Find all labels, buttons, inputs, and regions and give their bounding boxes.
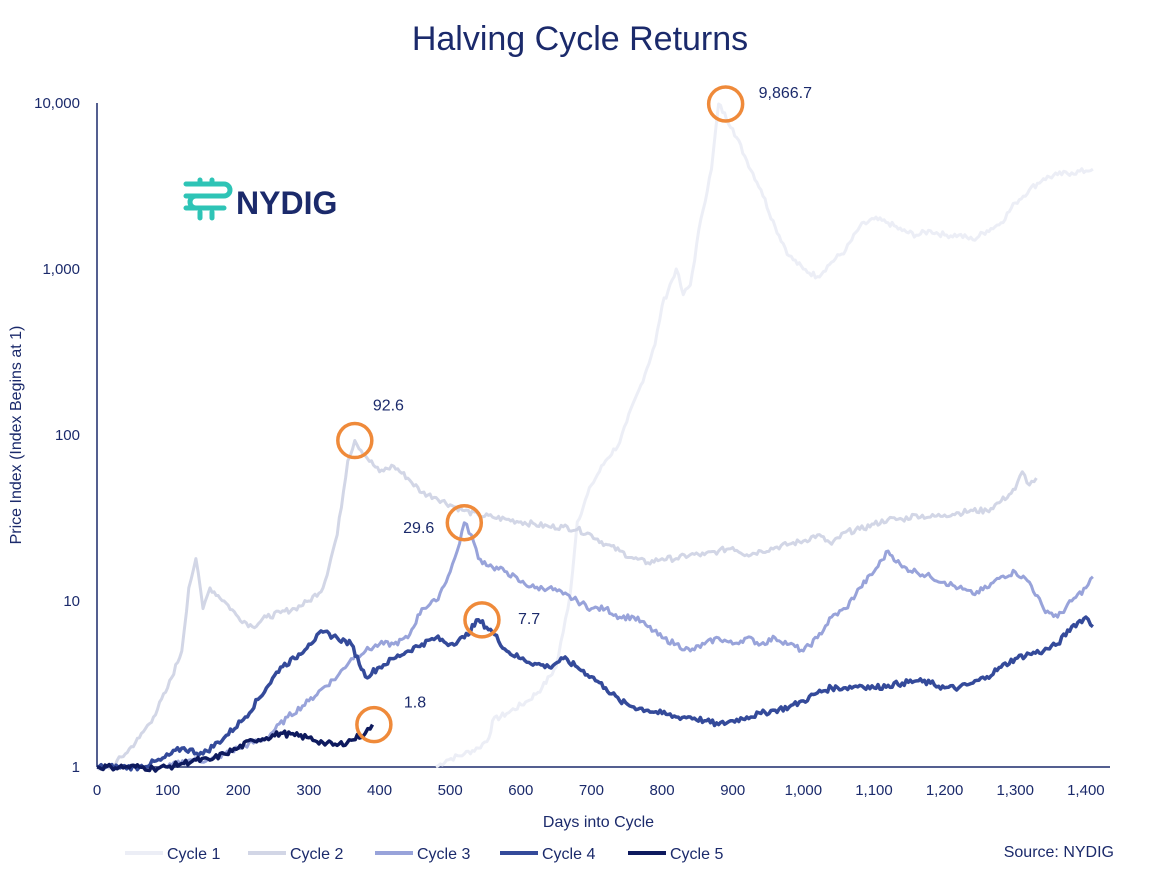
- x-tick-label: 0: [93, 782, 101, 799]
- x-tick-label: 600: [508, 782, 533, 799]
- legend: Cycle 1 Cycle 2 Cycle 3 Cycle 4 Cycle 5: [125, 846, 723, 863]
- x-tick-label: 500: [438, 782, 463, 799]
- x-tick-label: 300: [296, 782, 321, 799]
- logo-text: NYDIG: [236, 185, 337, 221]
- series-line-3: [166, 521, 1094, 768]
- x-tick-label: 900: [720, 782, 745, 799]
- annotation-label: 9,866.7: [759, 85, 812, 102]
- chart-title: Halving Cycle Returns: [412, 20, 748, 58]
- annotation-layer: 9,866.7 92.6 29.6 7.7 1.8: [336, 85, 812, 744]
- axes: 0 100 200 300 400 500 600 700 800 900 1,000 1,100 1,…: [8, 95, 1110, 831]
- annotation-label: 7.7: [518, 611, 540, 628]
- legend-label: Cycle 3: [417, 846, 470, 863]
- annotation-marker: [336, 421, 374, 460]
- x-axis-label: Days into Cycle: [543, 814, 654, 831]
- series-layer: [95, 102, 1094, 773]
- annotation-label: 92.6: [373, 398, 404, 415]
- legend-label: Cycle 5: [670, 846, 723, 863]
- y-tick-label: 10,000: [34, 95, 80, 112]
- y-tick-label: 1: [72, 759, 80, 776]
- x-tick-label: 700: [579, 782, 604, 799]
- series-line-2: [95, 439, 1038, 771]
- logo-icon: [183, 177, 233, 221]
- x-tick-label: 1,100: [855, 782, 893, 799]
- legend-label: Cycle 4: [542, 846, 595, 863]
- series-line-5: [96, 723, 375, 773]
- x-tick-label: 1,200: [926, 782, 964, 799]
- x-tick-label: 400: [367, 782, 392, 799]
- x-tick-label: 200: [226, 782, 251, 799]
- annotation-marker: [355, 705, 393, 744]
- series-line-4: [96, 615, 1094, 772]
- x-tick-label: 1,300: [996, 782, 1034, 799]
- x-tick-label: 100: [155, 782, 180, 799]
- source-note: Source: NYDIG: [1004, 844, 1114, 861]
- x-tick-label: 1,000: [785, 782, 823, 799]
- annotation-label: 1.8: [404, 695, 426, 712]
- series-line-1: [435, 102, 1094, 769]
- annotation-marker: [463, 601, 501, 639]
- annotation-label: 29.6: [403, 520, 434, 537]
- annotation-marker: [445, 504, 484, 542]
- y-tick-label: 100: [55, 427, 80, 444]
- y-tick-label: 10: [63, 593, 80, 610]
- y-tick-label: 1,000: [42, 261, 80, 278]
- legend-label: Cycle 2: [290, 846, 343, 863]
- y-axis-label: Price Index (Index Begins at 1): [8, 326, 25, 545]
- x-tick-label: 800: [650, 782, 675, 799]
- x-tick-label: 1,400: [1067, 782, 1105, 799]
- nydig-logo: NYDIG: [183, 177, 337, 221]
- annotation-marker: [706, 85, 745, 123]
- legend-label: Cycle 1: [167, 846, 220, 863]
